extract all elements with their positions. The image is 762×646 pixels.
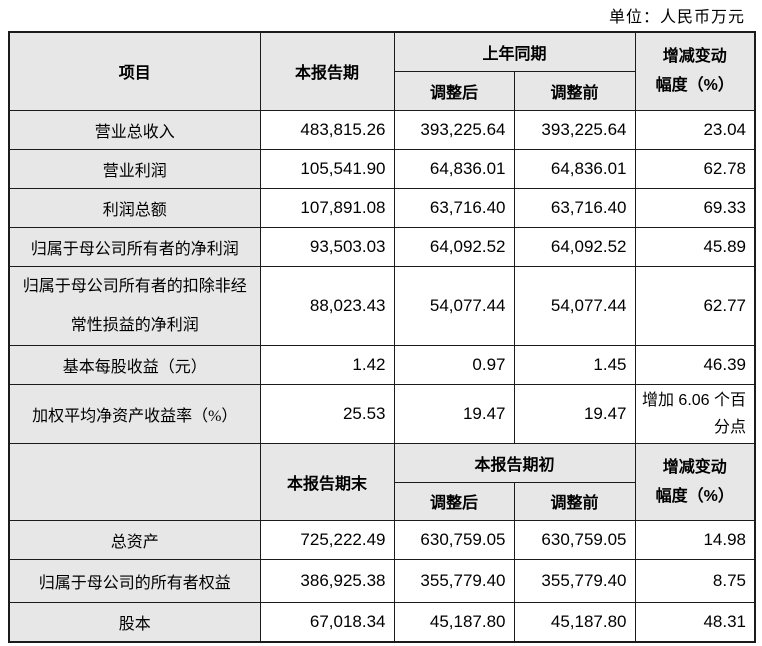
change-value: 69.33 xyxy=(634,187,756,228)
adjusted-value: 63,716.40 xyxy=(393,187,515,228)
table-row: 基本每股收益（元） 1.42 0.97 1.45 46.39 xyxy=(8,344,756,385)
header-current-period: 本报告期 xyxy=(259,31,395,111)
change-value: 8.75 xyxy=(634,558,756,603)
change-value: 46.39 xyxy=(634,344,756,385)
change-value: 48.31 xyxy=(634,601,756,643)
table-row: 利润总额 107,891.08 63,716.40 63,716.40 69.3… xyxy=(8,187,756,228)
row-label: 加权平均净资产收益率（%） xyxy=(8,383,261,444)
pre-adjusted-value: 64,092.52 xyxy=(513,226,636,267)
header-item: 项目 xyxy=(8,31,261,111)
table-row: 营业利润 105,541.90 64,836.01 64,836.01 62.7… xyxy=(8,148,756,189)
pre-adjusted-value: 64,836.01 xyxy=(513,148,636,189)
header-change-2-line1: 增减变动 xyxy=(662,458,727,476)
adjusted-value: 64,092.52 xyxy=(393,226,515,267)
pre-adjusted-value: 1.45 xyxy=(513,344,636,385)
current-value: 93,503.03 xyxy=(259,226,395,267)
change-value: 45.89 xyxy=(634,226,756,267)
header-pre-adjusted: 调整前 xyxy=(513,70,636,111)
current-value: 725,222.49 xyxy=(259,519,395,560)
adjusted-value: 54,077.44 xyxy=(393,265,515,346)
row-label: 总资产 xyxy=(8,519,261,560)
change-value: 62.77 xyxy=(634,265,756,346)
current-value: 483,815.26 xyxy=(259,109,395,150)
adjusted-value: 45,187.80 xyxy=(393,601,515,643)
header-row-4: 调整后 调整前 xyxy=(9,481,755,521)
header-row-3: 本报告期末 本报告期初 增减变动 幅度（%） xyxy=(8,442,756,521)
header-pre-adjusted-2: 调整前 xyxy=(513,481,636,521)
adjusted-value: 19.47 xyxy=(393,383,515,444)
table-row: 股本 67,018.34 45,187.80 45,187.80 48.31 xyxy=(8,601,756,643)
adjusted-value: 393,225.64 xyxy=(393,109,515,150)
financial-summary-table: 项目 本报告期 上年同期 增减变动 幅度（%） 调整后 调整前 营业总收入 48… xyxy=(8,31,757,643)
table-row: 加权平均净资产收益率（%） 25.53 19.47 19.47 增加 6.06 … xyxy=(8,383,756,444)
header-prior-period-group: 上年同期 xyxy=(393,31,636,72)
row-label: 归属于母公司所有者的扣除非经常性损益的净利润 xyxy=(8,265,261,346)
adjusted-value: 355,779.40 xyxy=(393,558,515,603)
current-value: 88,023.43 xyxy=(259,265,395,346)
header-period-begin-group: 本报告期初 xyxy=(393,442,636,483)
change-value: 14.98 xyxy=(634,519,756,560)
header-adjusted: 调整后 xyxy=(393,70,515,111)
header-row-2: 调整后 调整前 xyxy=(9,70,755,111)
header-change-line1: 增减变动 xyxy=(662,48,727,66)
pre-adjusted-value: 630,759.05 xyxy=(513,519,636,560)
row-label: 营业总收入 xyxy=(8,109,261,150)
row-label: 归属于母公司所有者的净利润 xyxy=(8,226,261,267)
header-change: 增减变动 幅度（%） xyxy=(634,31,756,111)
pre-adjusted-value: 63,716.40 xyxy=(513,187,636,228)
row-label: 基本每股收益（元） xyxy=(8,344,261,385)
pre-adjusted-value: 19.47 xyxy=(513,383,636,444)
table-row: 归属于母公司所有者的扣除非经常性损益的净利润 88,023.43 54,077.… xyxy=(8,265,756,346)
pre-adjusted-value: 45,187.80 xyxy=(513,601,636,643)
change-value: 23.04 xyxy=(634,109,756,150)
adjusted-value: 630,759.05 xyxy=(393,519,515,560)
row-label: 营业利润 xyxy=(8,148,261,189)
current-value: 67,018.34 xyxy=(259,601,395,643)
header-change-line2: 幅度（%） xyxy=(655,77,734,95)
header-row-1: 项目 本报告期 上年同期 增减变动 幅度（%） xyxy=(8,31,756,111)
row-label: 归属于母公司的所有者权益 xyxy=(8,558,261,603)
header-item-2 xyxy=(8,442,261,521)
pre-adjusted-value: 54,077.44 xyxy=(513,265,636,346)
row-label: 利润总额 xyxy=(8,187,261,228)
table-row: 总资产 725,222.49 630,759.05 630,759.05 14.… xyxy=(8,519,756,560)
current-value: 107,891.08 xyxy=(259,187,395,228)
table-row: 归属于母公司的所有者权益 386,925.38 355,779.40 355,7… xyxy=(8,558,756,603)
table-row: 归属于母公司所有者的净利润 93,503.03 64,092.52 64,092… xyxy=(8,226,756,267)
current-value: 105,541.90 xyxy=(259,148,395,189)
header-change-2: 增减变动 幅度（%） xyxy=(634,442,756,521)
pre-adjusted-value: 393,225.64 xyxy=(513,109,636,150)
header-change-2-line2: 幅度（%） xyxy=(655,487,734,505)
current-value: 1.42 xyxy=(259,344,395,385)
change-value: 62.78 xyxy=(634,148,756,189)
current-value: 386,925.38 xyxy=(259,558,395,603)
adjusted-value: 0.97 xyxy=(393,344,515,385)
table-row: 营业总收入 483,815.26 393,225.64 393,225.64 2… xyxy=(8,109,756,150)
change-value: 增加 6.06 个百分点 xyxy=(634,383,756,444)
unit-label: 单位：人民币万元 xyxy=(608,9,745,26)
header-adjusted-2: 调整后 xyxy=(393,481,515,521)
pre-adjusted-value: 355,779.40 xyxy=(513,558,636,603)
row-label: 股本 xyxy=(8,601,261,643)
current-value: 25.53 xyxy=(259,383,395,444)
header-period-end: 本报告期末 xyxy=(259,442,395,521)
adjusted-value: 64,836.01 xyxy=(393,148,515,189)
